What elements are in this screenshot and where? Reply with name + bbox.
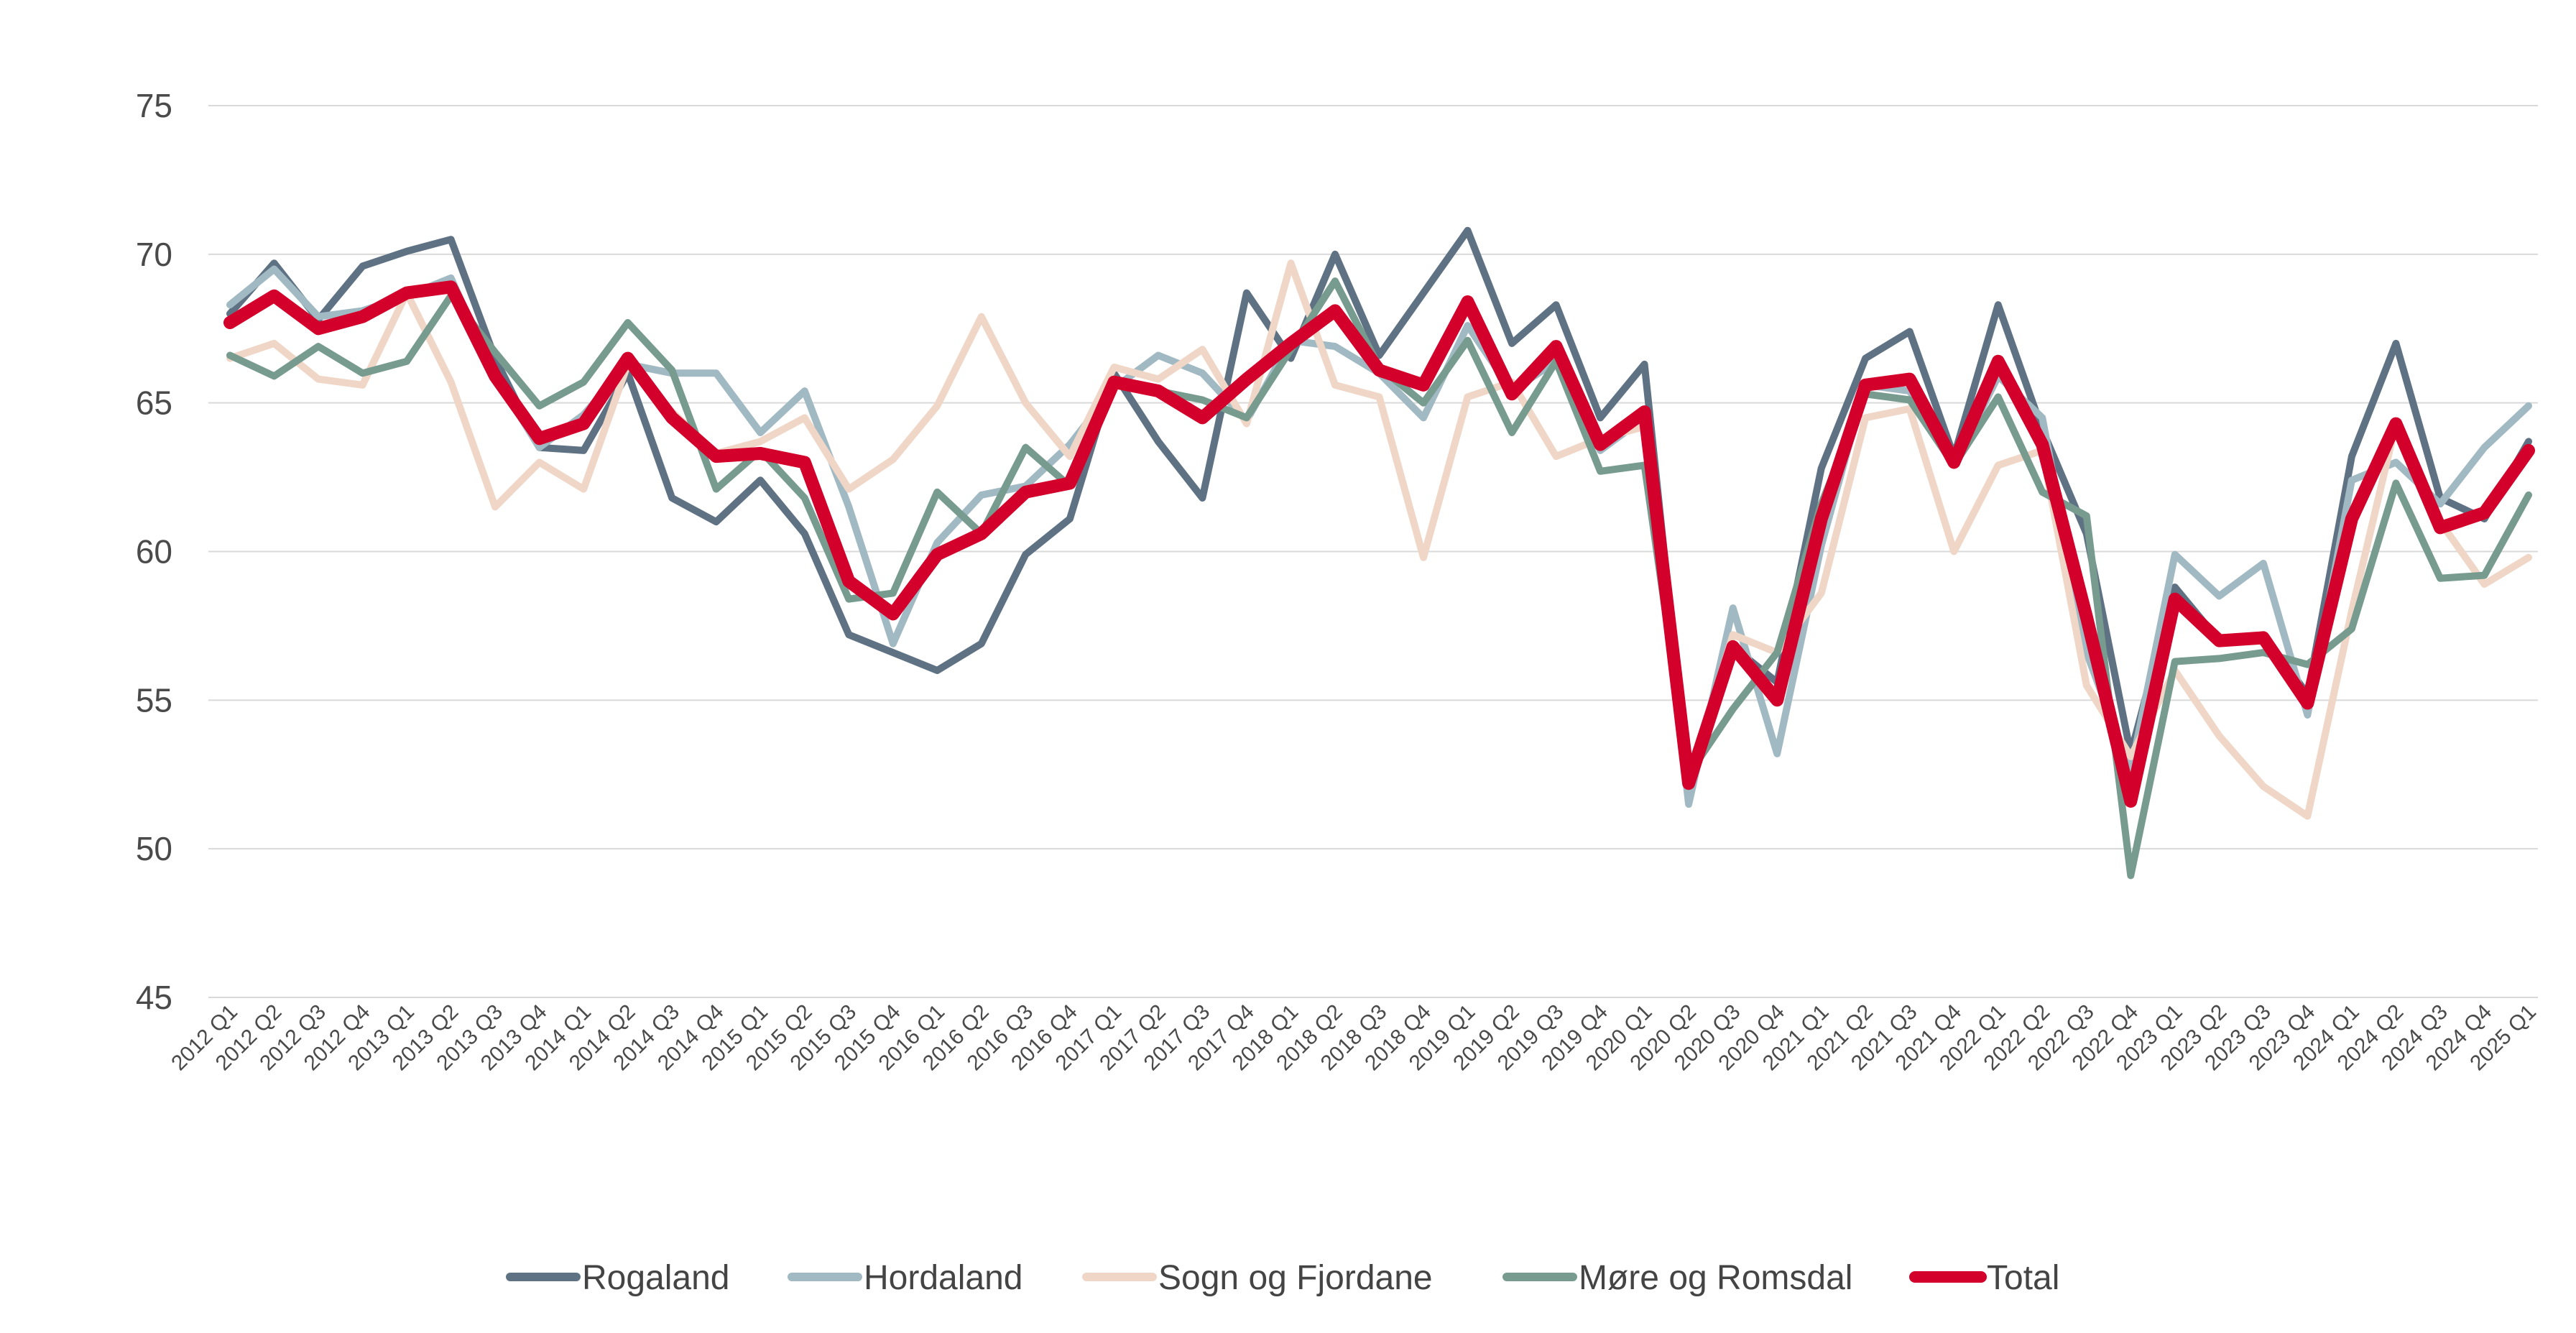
y-tick-label: 65 xyxy=(136,384,172,422)
series-line-rogaland xyxy=(226,226,2532,790)
y-tick-label: 60 xyxy=(136,533,172,571)
series-lines xyxy=(223,226,2535,880)
y-tick-label: 45 xyxy=(136,979,172,1016)
legend-label: Møre og Romsdal xyxy=(1579,1259,1852,1297)
legend-label: Hordaland xyxy=(864,1259,1022,1297)
y-tick-label: 70 xyxy=(136,236,172,273)
legend: Rogaland Hordaland Sogn og Fjordane Møre og… xyxy=(506,1259,2059,1297)
gridlines xyxy=(208,105,2538,998)
y-axis-ticks: 45 50 55 60 65 70 75 xyxy=(136,87,172,1016)
y-tick-label: 55 xyxy=(136,681,172,719)
series-line-total xyxy=(223,280,2535,808)
y-tick-label: 75 xyxy=(136,87,172,124)
legend-label: Total xyxy=(1987,1259,2059,1297)
y-tick-label: 50 xyxy=(136,830,172,867)
legend-label: Rogaland xyxy=(582,1259,730,1297)
legend-label: Sogn og Fjordane xyxy=(1158,1259,1433,1297)
series-line-sogn-og-fjordane xyxy=(226,259,2532,820)
